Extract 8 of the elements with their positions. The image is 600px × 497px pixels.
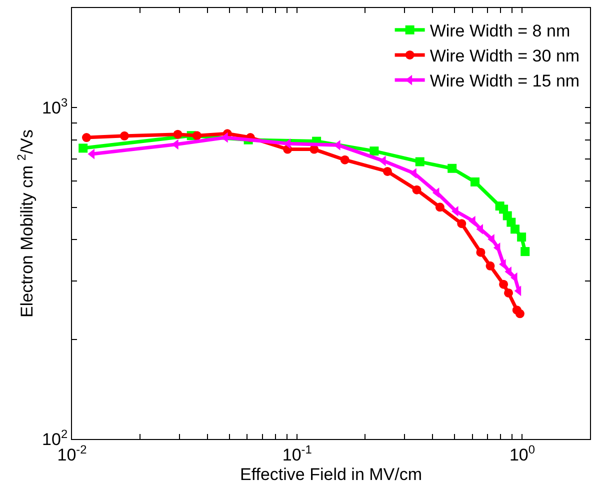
x-tick-label: 10$^{-1}$ — [282, 442, 312, 464]
x-axis-title: Effective Field in MV/cm — [240, 464, 422, 484]
legend-label: Wire Width = 15 nm — [430, 72, 580, 91]
y-tick-label: 10$^{2}$ — [42, 426, 68, 449]
legend-label: Wire Width = 30 nm — [430, 46, 580, 66]
legend-label: Wire Width = 8 nm — [430, 21, 570, 40]
y-tick-label: 10$^{3}$ — [42, 96, 68, 118]
x-tick-label: 10$^{0}$ — [509, 442, 536, 464]
